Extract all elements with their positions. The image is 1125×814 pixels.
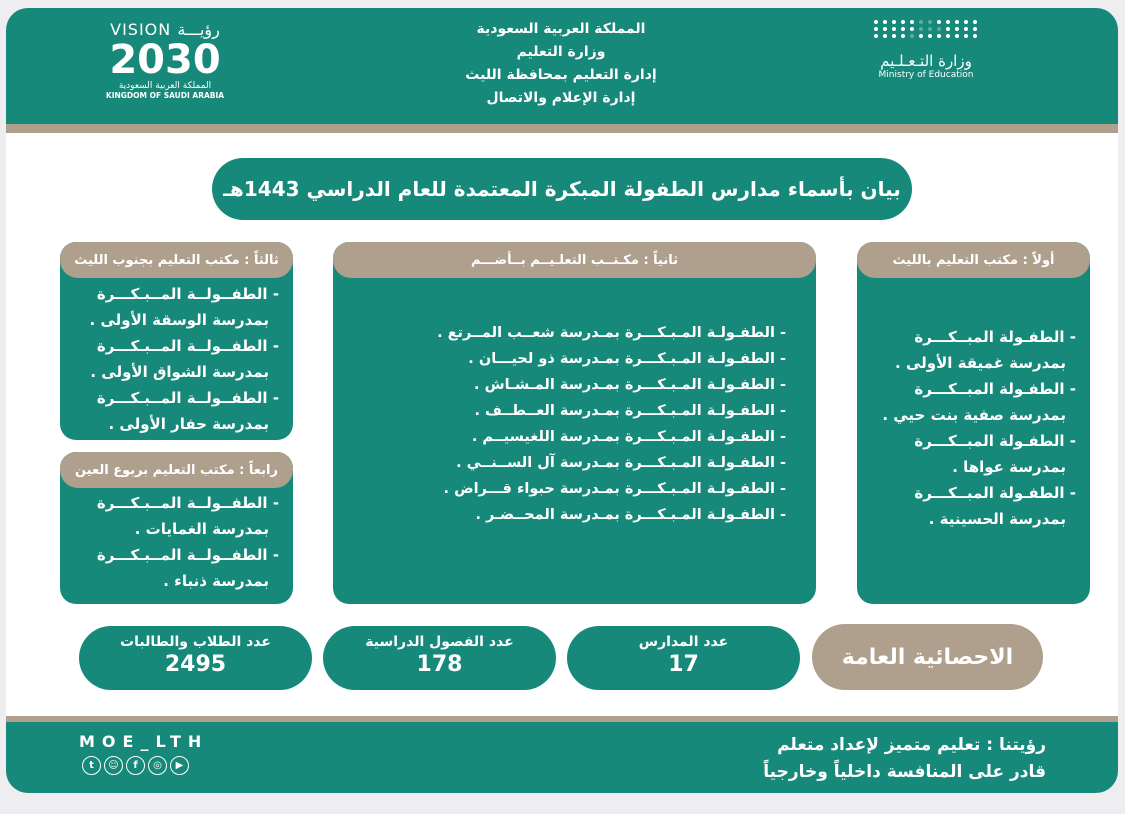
logo-arabic: وزارة التـعـلـيم xyxy=(880,52,972,70)
facebook-icon[interactable]: f xyxy=(126,756,145,775)
stat-schools: عدد المدارس 17 xyxy=(567,626,800,690)
list-item: - الطفـولة المبــكـــرة بمدرسة صفية بنت ح… xyxy=(871,376,1076,428)
header-line: المملكة العربية السعودية xyxy=(476,21,646,37)
list-item: - الطفـولـة المـبـكـــرة بمـدرسة اللغيسي… xyxy=(471,429,786,445)
school-list: - الطفـولة المبــكـــرة بمدرسة غميقة الأو… xyxy=(857,278,1090,532)
office-box-third: ثالثاً : مكتب التعليم بجنوب الليث - الطف… xyxy=(60,242,293,440)
school-list: - الطفــولــة المــبـكـــرة بمدرسة الوسقة… xyxy=(60,278,293,437)
list-item: - الطفـولـة المـبـكـــرة بمـدرسة المـشـا… xyxy=(474,377,786,393)
school-name: بمدرسة الوسقة الأولى . xyxy=(89,311,269,329)
item-line: - الطفــولــة المــبـكـــرة xyxy=(96,389,279,407)
school-list: - الطفـولـة المـبـكـــرة بمـدرسة شعــب ا… xyxy=(333,278,816,528)
stat-classes: عدد الفصول الدراسية 178 xyxy=(323,626,556,690)
logo-arabic: المملكة العربية السعودية xyxy=(118,81,212,91)
item-line: - الطفــولــة المــبـكـــرة xyxy=(96,494,279,512)
logo-english: KINGDOM OF SAUDI ARABIA xyxy=(105,91,225,100)
item-line: - الطفــولــة المــبـكـــرة xyxy=(96,285,279,303)
list-item: - الطفــولــة المــبـكـــرة بمدرسة الغماي… xyxy=(74,490,279,542)
item-line: - الطفـولة المبــكـــرة xyxy=(914,432,1076,450)
vision-line: رؤيتنا : تعليم متميز لإعداد متعلم xyxy=(777,735,1046,755)
office-box-second: ثانياً : مكـتــب التعلـيــم بــأضـــم - … xyxy=(333,242,816,604)
item-line: - الطفــولــة المــبـكـــرة xyxy=(96,337,279,355)
vision-statement: رؤيتنا : تعليم متميز لإعداد متعلم قادر ع… xyxy=(763,732,1046,786)
list-item: - الطفـولـة المـبـكـــرة بمـدرسة المحــض… xyxy=(475,507,787,523)
office-heading: أولاً : مكتب التعليم بالليث xyxy=(857,242,1090,278)
office-heading: ثالثاً : مكتب التعليم بجنوب الليث xyxy=(60,242,293,278)
list-item: - الطفـولـة المـبـكـــرة بمـدرسة العــطـ… xyxy=(474,403,786,419)
list-item: - الطفــولــة المــبـكـــرة بمدرسة الشواق… xyxy=(74,333,279,385)
twitter-icon[interactable]: t xyxy=(82,756,101,775)
item-line: - الطفـولة المبــكـــرة xyxy=(914,328,1076,346)
list-item: - الطفـولـة المـبـكـــرة بمـدرسة آل السـ… xyxy=(456,455,786,471)
header-line: إدارة التعليم بمحافظة الليث xyxy=(465,67,657,83)
list-item: - الطفـولـة المـبـكـــرة بمـدرسة ذو لحيـ… xyxy=(468,351,786,367)
office-box-fourth: رابعاً : مكتب التعليم بربوع العين - الطف… xyxy=(60,452,293,604)
school-name: بمدرسة عواها . xyxy=(952,458,1066,476)
social-icons: t ☺ f ◎ ▶ xyxy=(82,756,189,775)
divider xyxy=(6,716,1118,722)
header-line: وزارة التعليم xyxy=(516,44,606,60)
stat-value: 17 xyxy=(668,652,699,677)
item-line: - الطفــولــة المــبـكـــرة xyxy=(96,546,279,564)
list-item: - الطفـولة المبــكـــرة بمدرسة عواها . xyxy=(871,428,1076,480)
header: VISION رؤيـــة 2030 المملكة العربية السع… xyxy=(6,8,1118,124)
list-item: - الطفــولــة المــبـكـــرة بمدرسة ذنباء … xyxy=(74,542,279,594)
instagram-icon[interactable]: ◎ xyxy=(148,756,167,775)
list-item: - الطفــولــة المــبـكـــرة بمدرسة الوسقة… xyxy=(74,281,279,333)
footer: رؤيتنا : تعليم متميز لإعداد متعلم قادر ع… xyxy=(6,722,1118,793)
logo-text: VISION رؤيـــة xyxy=(110,20,220,39)
stat-students: عدد الطلاب والطالبات 2495 xyxy=(79,626,312,690)
stat-label: عدد الطلاب والطالبات xyxy=(120,634,271,650)
ministry-dots-icon xyxy=(866,20,986,38)
list-item: - الطفــولــة المــبـكـــرة بمدرسة حفار ا… xyxy=(74,385,279,437)
infographic: VISION رؤيـــة 2030 المملكة العربية السع… xyxy=(6,8,1118,793)
stat-value: 178 xyxy=(416,652,463,677)
stats-heading: الاحصائية العامة xyxy=(812,624,1043,690)
youtube-icon[interactable]: ▶ xyxy=(170,756,189,775)
list-item: - الطفـولة المبــكـــرة بمدرسة غميقة الأو… xyxy=(871,324,1076,376)
school-list: - الطفــولــة المــبـكـــرة بمدرسة الغماي… xyxy=(60,488,293,594)
vision-2030-logo: VISION رؤيـــة 2030 المملكة العربية السع… xyxy=(90,20,240,100)
header-titles: المملكة العربية السعودية وزارة التعليم إ… xyxy=(386,18,736,110)
school-name: بمدرسة الحسينية . xyxy=(928,510,1066,528)
logo-number: 2030 xyxy=(109,37,221,83)
divider xyxy=(6,124,1118,133)
office-box-first: أولاً : مكتب التعليم بالليث - الطفـولة ا… xyxy=(857,242,1090,604)
school-name: بمدرسة غميقة الأولى . xyxy=(895,354,1066,372)
stat-label: عدد المدارس xyxy=(638,634,729,650)
school-name: بمدرسة ذنباء . xyxy=(163,572,269,590)
stat-value: 2495 xyxy=(164,652,227,677)
item-line: - الطفـولة المبــكـــرة xyxy=(914,484,1076,502)
vision-line: قادر على المنافسة داخلياً وخارجياً xyxy=(763,762,1046,782)
page-title: بيان بأسماء مدارس الطفولة المبكرة المعتم… xyxy=(212,158,912,220)
header-line: إدارة الإعلام والاتصال xyxy=(486,90,636,106)
ministry-logo: وزارة التـعـلـيم Ministry of Education xyxy=(866,20,986,80)
school-name: بمدرسة حفار الأولى . xyxy=(108,415,269,433)
list-item: - الطفـولـة المـبـكـــرة بمـدرسة حبواء ق… xyxy=(443,481,786,497)
list-item: - الطفـولـة المـبـكـــرة بمـدرسة شعــب ا… xyxy=(437,325,786,341)
social-handle: MOE_LTH xyxy=(79,732,209,751)
school-name: بمدرسة الغمايات . xyxy=(134,520,269,538)
list-item: - الطفـولة المبــكـــرة بمدرسة الحسينية . xyxy=(871,480,1076,532)
item-line: - الطفـولة المبــكـــرة xyxy=(914,380,1076,398)
school-name: بمدرسة الشواق الأولى . xyxy=(90,363,269,381)
office-heading: رابعاً : مكتب التعليم بربوع العين xyxy=(60,452,293,488)
office-heading: ثانياً : مكـتــب التعلـيــم بــأضـــم xyxy=(333,242,816,278)
logo-english: Ministry of Education xyxy=(878,70,974,80)
stat-label: عدد الفصول الدراسية xyxy=(365,634,514,650)
school-name: بمدرسة صفية بنت حيي . xyxy=(882,406,1066,424)
snapchat-icon[interactable]: ☺ xyxy=(104,756,123,775)
